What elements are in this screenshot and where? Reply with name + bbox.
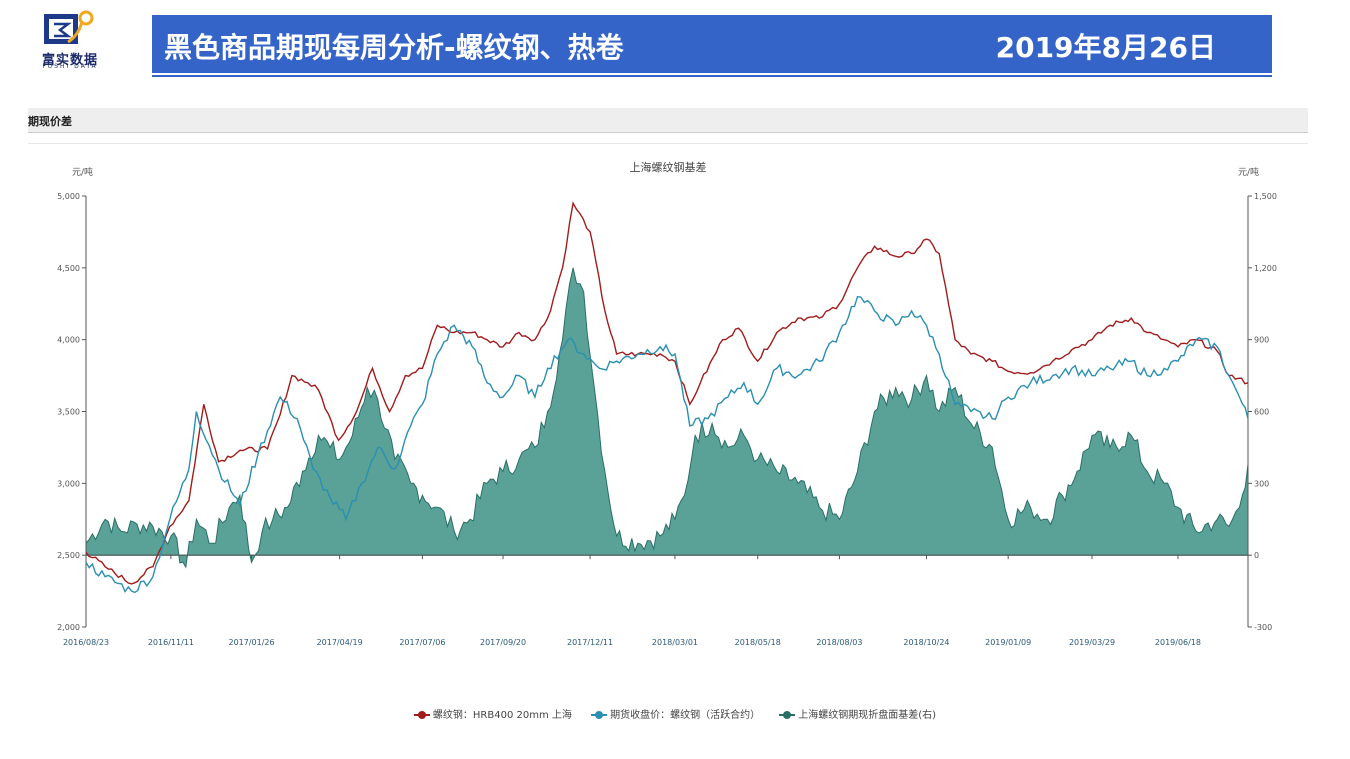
legend-symbol-futures	[591, 710, 608, 720]
y-left-tick-label: 3,000	[57, 479, 80, 488]
y-left-tick-label: 3,500	[57, 408, 80, 417]
rebar-spot-line	[85, 201, 1249, 585]
x-tick-label: 2018/10/24	[903, 638, 949, 647]
y-right-tick-label: 1,500	[1254, 192, 1277, 201]
section-header: 期现价差	[28, 108, 1308, 133]
y-left-tick-label: 2,000	[57, 623, 80, 632]
x-tick-label: 2018/05/18	[735, 638, 781, 647]
x-tick-label: 2016/11/11	[148, 638, 194, 647]
legend-symbol-basis	[779, 710, 796, 720]
x-tick-label: 2017/12/11	[567, 638, 613, 647]
y-right-tick-label: 300	[1254, 479, 1269, 488]
chart-legend: 螺纹钢：HRB400 20mm 上海 期货收盘价：螺纹钢（活跃合约） 上海螺纹钢…	[0, 706, 1350, 721]
fushi-logo	[44, 10, 94, 44]
logo-swoosh	[67, 21, 84, 44]
x-tick-label: 2019/01/09	[985, 638, 1031, 647]
page-title: 黑色商品期现每周分析-螺纹钢、热卷	[164, 31, 624, 64]
x-tick-label: 2017/04/19	[317, 638, 363, 647]
y-left-tick-label: 2,500	[57, 551, 80, 560]
basis-area-layer	[85, 267, 1249, 569]
futures-line	[85, 295, 1249, 594]
y-left-tick-label: 4,000	[57, 336, 80, 345]
legend-item-futures[interactable]: 期货收盘价：螺纹钢（活跃合约）	[591, 706, 760, 721]
legend-label-rebar-spot: 螺纹钢：HRB400 20mm 上海	[432, 710, 572, 721]
y-right-tick-label: 900	[1254, 336, 1269, 345]
y-right-tick-label: -300	[1254, 623, 1272, 632]
x-tick-label: 2018/03/01	[652, 638, 698, 647]
banner-underline	[152, 75, 1272, 77]
legend-item-basis[interactable]: 上海螺纹钢期现折盘面基差(右)	[779, 706, 936, 721]
lines-layer	[85, 201, 1249, 594]
title-banner: 黑色商品期现每周分析-螺纹钢、热卷 2019年8月26日	[152, 15, 1272, 73]
section-divider	[28, 143, 1308, 144]
legend-symbol-rebar-spot	[413, 710, 430, 720]
y-axis-left-label: 元/吨	[72, 166, 93, 178]
x-tick-label: 2017/01/26	[228, 638, 274, 647]
section-label: 期现价差	[28, 115, 72, 128]
legend-label-basis: 上海螺纹钢期现折盘面基差(右)	[798, 710, 937, 721]
y-left-tick-label: 5,000	[57, 192, 80, 201]
y-right-tick-label: 1,200	[1254, 264, 1277, 273]
y-right-tick-label: 600	[1254, 408, 1269, 417]
x-tick-label: 2019/06/18	[1155, 638, 1201, 647]
logo-mark	[54, 22, 72, 38]
logo-ring	[78, 10, 94, 26]
x-tick-label: 2019/03/29	[1069, 638, 1115, 647]
logo-subtext: FUSHI DATA	[42, 63, 98, 70]
x-tick-label: 2017/09/20	[480, 638, 526, 647]
x-tick-label: 2018/08/03	[816, 638, 862, 647]
y-right-tick-label: 0	[1254, 551, 1259, 560]
basis-chart: 上海螺纹钢基差 元/吨 元/吨 2,000 2,500 3,000 3,500 4,00…	[57, 160, 1277, 647]
y-left-tick-label: 4,500	[57, 264, 80, 273]
legend-item-rebar-spot[interactable]: 螺纹钢：HRB400 20mm 上海	[413, 706, 572, 721]
legend-label-futures: 期货收盘价：螺纹钢（活跃合约）	[610, 710, 761, 721]
x-tick-label: 2017/07/06	[399, 638, 445, 647]
report-date: 2019年8月26日	[995, 31, 1216, 64]
y-axis-right-label: 元/吨	[1238, 166, 1259, 178]
logo-text: 富实数据	[41, 53, 98, 68]
x-tick-label: 2016/08/23	[63, 638, 109, 647]
chart-title: 上海螺纹钢基差	[630, 160, 707, 174]
basis-area	[85, 267, 1249, 569]
axes-layer: 2,000 2,500 3,000 3,500 4,000 4,500 5,000 -300 0…	[57, 192, 1277, 647]
